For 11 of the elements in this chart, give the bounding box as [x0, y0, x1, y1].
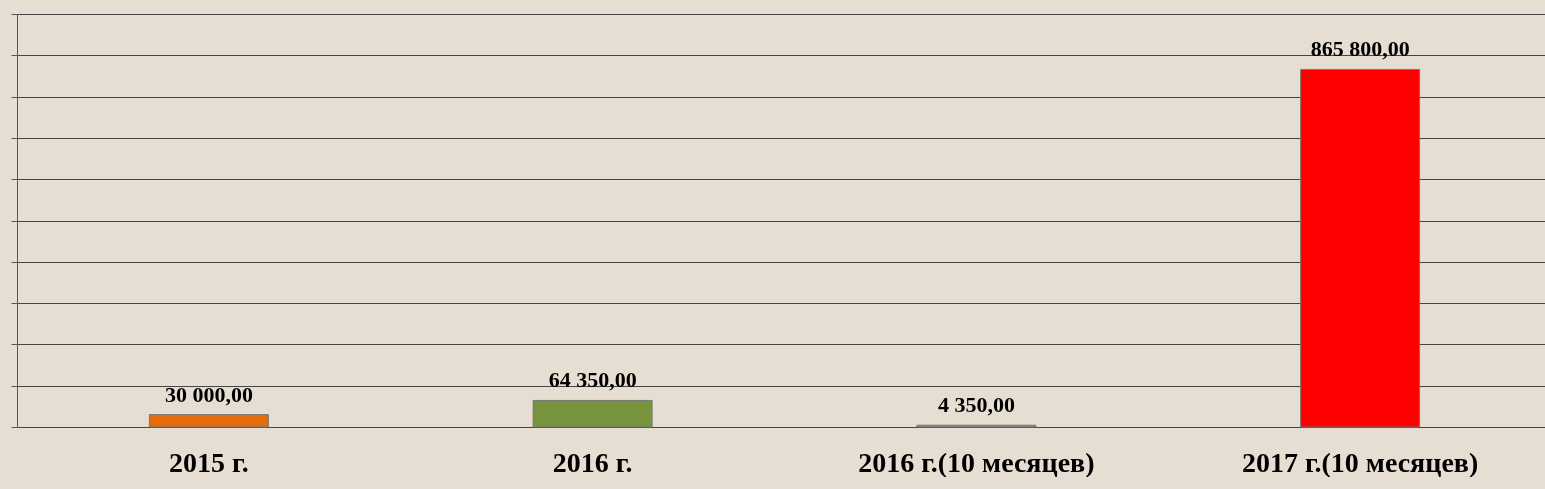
- data-label: 30 000,00: [164, 381, 253, 407]
- data-label: 4 350,00: [937, 392, 1015, 418]
- bar: [148, 414, 269, 428]
- x-tick-label: 2016 г.(10 месяцев): [858, 446, 1095, 478]
- x-tick-label: 2016 г.: [552, 446, 633, 478]
- bar: [1300, 68, 1421, 428]
- data-label: 64 350,00: [548, 367, 637, 393]
- bar: [532, 399, 653, 428]
- data-label: 865 800,00: [1310, 36, 1410, 62]
- x-tick-label: 2017 г.(10 месяцев): [1241, 446, 1479, 478]
- x-tick-label: 2015 г.: [169, 446, 249, 478]
